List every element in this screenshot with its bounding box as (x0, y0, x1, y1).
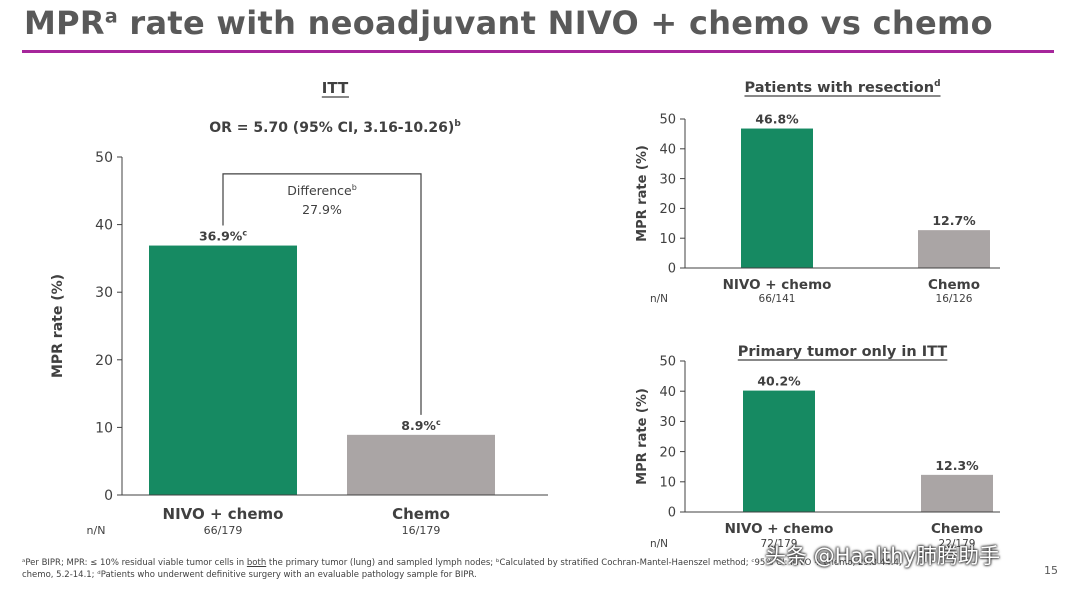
title-superscript: a (104, 5, 118, 28)
chart-1-y-tick-label: 10 (95, 420, 113, 436)
title-divider (22, 50, 1054, 53)
chart-3-category-label: NIVO + chemo (725, 521, 834, 537)
page-title: MPRa rate with neoadjuvant NIVO + chemo … (24, 4, 993, 42)
chart-1-y-label: MPR rate (%) (50, 274, 66, 378)
footnote: ᵃPer BIPR; MPR: ≤ 10% residual viable tu… (22, 557, 1032, 581)
chart-1-y-tick-label: 30 (95, 285, 113, 301)
chart-2-bar-chemo (918, 230, 990, 268)
chart-1-value-label: 36.9%c (199, 229, 247, 244)
chart-3-nn-label: n/N (650, 538, 668, 550)
chart-3-value-label: 12.3% (935, 458, 979, 473)
chart-2-value-label: 12.7% (932, 213, 976, 228)
chart-2-bar-nivo-chemo (741, 128, 813, 268)
footnote-line-2: chemo, 5.2-14.1; ᵈPatients who underwent… (22, 570, 477, 580)
chart-3-y-label: MPR rate (%) (635, 388, 650, 485)
difference-value: 27.9% (302, 202, 342, 217)
chart-1-subtitle: OR = 5.70 (95% CI, 3.16-10.26)b (209, 119, 461, 136)
chart-3-bar-chemo (921, 474, 993, 512)
chart-2-category-label: NIVO + chemo (723, 277, 832, 293)
chart-2-nn-value: 16/126 (936, 293, 973, 305)
chart-1-nn-value: 66/179 (204, 524, 243, 537)
chart-1-value-label: 8.9%c (401, 418, 441, 433)
chart-1-bar-chemo (347, 434, 495, 495)
chart-3-y-tick-label: 20 (659, 445, 676, 460)
chart-3-y-tick-label: 10 (659, 475, 676, 490)
chart-3-y-tick-label: 30 (659, 415, 676, 430)
chart-1-nn-value: 16/179 (402, 524, 441, 537)
mpr-charts: ITT OR = 5.70 (95% CI, 3.16-10.26)b 0 10 20 3… (50, 79, 1000, 550)
chart-2-y-tick-label: 40 (659, 142, 676, 157)
difference-bracket (222, 173, 422, 415)
chart-1-nn-label: n/N (87, 524, 106, 537)
chart-1-y-tick-label: 0 (104, 488, 113, 504)
difference-label: Differenceb (287, 183, 357, 198)
chart-2-y-label: MPR rate (%) (635, 145, 650, 242)
chart-2-y-tick-label: 10 (659, 232, 676, 247)
chart-2-y-tick-label: 30 (659, 172, 676, 187)
chart-1-category-label: Chemo (392, 505, 450, 523)
chart-3-bar-nivo-chemo (743, 390, 815, 512)
chart-2-y-tick-label: 20 (659, 202, 676, 217)
chart-2-nn-value: 66/141 (759, 293, 796, 305)
watermark: 头条 @Haalthy肺腾助手 (765, 544, 1001, 568)
chart-2-y-tick-label: 50 (659, 113, 676, 128)
chart-1-y-tick-label: 40 (95, 218, 113, 234)
chart-1-y-tick-label: 20 (95, 353, 113, 369)
chart-3-y-tick-label: 40 (659, 385, 676, 400)
chart-3-title: Primary tumor only in ITT (738, 344, 948, 360)
chart-2-category-label: Chemo (928, 277, 980, 293)
chart-2-nn-label: n/N (650, 293, 668, 305)
chart-3-category-label: Chemo (931, 521, 983, 537)
chart-1-title: ITT (322, 79, 349, 97)
chart-2-title: Patients with resectiond (744, 79, 940, 96)
chart-3-y-tick-label: 0 (668, 506, 676, 521)
chart-3-value-label: 40.2% (757, 374, 801, 389)
chart-1-category-label: NIVO + chemo (163, 505, 284, 523)
chart-3-nn-value: 72/179 (761, 538, 798, 550)
page-number: 15 (1044, 564, 1058, 577)
chart-3-nn-value: 22/179 (939, 538, 976, 550)
chart-1-bar-nivo-chemo (149, 245, 297, 495)
chart-3-y-tick-label: 50 (659, 355, 676, 370)
chart-2-y-tick-label: 0 (668, 262, 676, 277)
chart-2-value-label: 46.8% (755, 112, 799, 127)
chart-1-y-tick-label: 50 (95, 150, 113, 166)
footnote-underline: both (246, 558, 267, 568)
